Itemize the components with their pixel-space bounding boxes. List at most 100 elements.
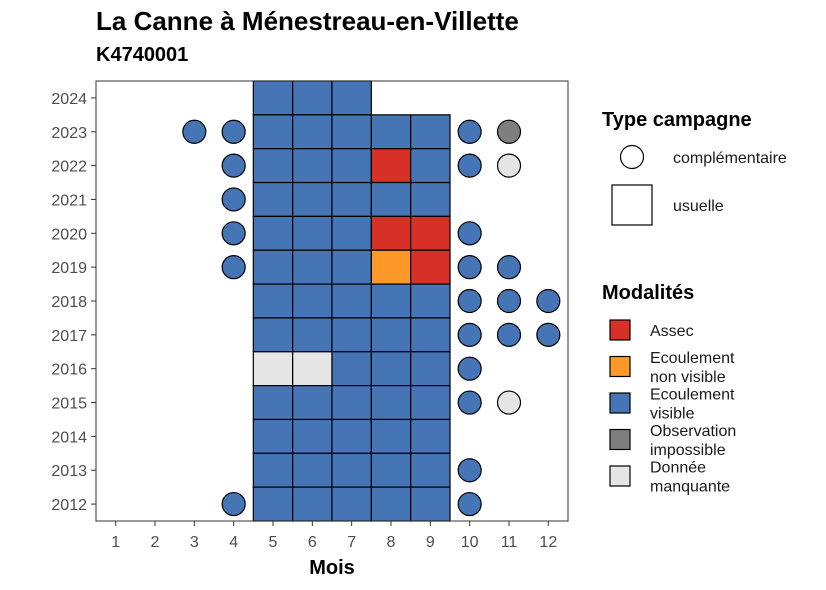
dot-2012-4 — [221, 491, 246, 517]
dot-2013-10 — [457, 458, 482, 483]
dot-2023-11 — [496, 119, 522, 144]
cell-2017-7 — [331, 317, 372, 353]
cell-2022-8 — [370, 148, 412, 184]
cell-2019-5 — [252, 249, 294, 285]
cell-2023-6 — [292, 114, 333, 150]
cell-2021-5 — [252, 181, 294, 217]
legend-swatch-observation-impossible — [609, 428, 631, 451]
cell-2020-8 — [370, 215, 412, 251]
x-tick-label-9: 9 — [426, 534, 435, 551]
x-tick-label-3: 3 — [190, 534, 199, 551]
legend-modalites: Modalités Assec Ecoulement non visibleEcoul… — [602, 282, 736, 496]
cell-2018-7 — [331, 283, 372, 319]
cell-2015-8 — [370, 385, 412, 421]
cell-2024-6 — [292, 80, 333, 116]
cell-2014-5 — [252, 418, 294, 454]
y-tick-label-2015: 2015 — [51, 396, 87, 413]
usuelle-cells — [252, 80, 451, 522]
chart-subtitle: K4740001 — [96, 44, 189, 66]
dot-2016-10 — [457, 356, 482, 381]
legend-type-campagne: Type campagne complémentaire usuelle — [602, 109, 787, 226]
cell-2021-7 — [331, 181, 372, 217]
y-axis: 2012 2013 2014 2015 2016 2017 2018 2019 2020 2021… — [51, 91, 96, 514]
cell-2014-6 — [292, 418, 333, 454]
legend-label-ecoulement-non-visible: Ecoulement non visible — [650, 350, 735, 386]
cell-2018-9 — [410, 283, 451, 319]
cell-2021-8 — [370, 181, 412, 217]
cell-2023-7 — [331, 114, 372, 150]
cell-2016-5 — [252, 351, 294, 387]
x-tick-label-11: 11 — [501, 534, 518, 551]
dot-2019-11 — [496, 255, 522, 280]
legend-label-usuelle: usuelle — [673, 198, 724, 215]
x-tick-label-5: 5 — [269, 534, 278, 551]
cell-2018-5 — [252, 283, 294, 319]
cell-2023-9 — [410, 114, 451, 150]
y-tick-label-2014: 2014 — [51, 429, 87, 446]
dot-2023-3 — [182, 119, 207, 144]
chart-title: La Canne à Ménestreau-en-Villette — [96, 6, 519, 36]
cell-2022-6 — [292, 148, 333, 184]
legend-swatch-assec — [609, 319, 631, 341]
x-tick-label-4: 4 — [229, 534, 238, 551]
legend-label-donn-e-manquante: Donnée manquante — [650, 460, 730, 496]
cell-2022-5 — [252, 148, 294, 184]
y-tick-label-2013: 2013 — [51, 463, 87, 480]
dot-2020-10 — [457, 221, 482, 246]
cell-2013-6 — [292, 452, 333, 488]
y-tick-label-2020: 2020 — [51, 226, 87, 243]
x-tick-label-10: 10 — [461, 534, 479, 551]
cell-2020-6 — [292, 215, 333, 251]
x-tick-label-2: 2 — [151, 534, 160, 551]
cell-2019-7 — [331, 249, 372, 285]
dot-2022-11 — [496, 153, 522, 178]
dot-2020-4 — [221, 221, 246, 246]
y-tick-label-2022: 2022 — [51, 159, 87, 176]
cell-2012-6 — [292, 486, 333, 522]
cell-2021-9 — [410, 181, 451, 217]
x-axis: 1 2 3 4 5 6 7 8 9 10 11 12 — [111, 521, 557, 551]
cell-2016-7 — [331, 351, 372, 387]
x-tick-label-7: 7 — [347, 534, 356, 551]
cell-2016-9 — [410, 351, 451, 387]
dot-2023-10 — [457, 119, 482, 144]
x-axis-title: Mois — [309, 557, 355, 579]
cell-2019-8 — [370, 249, 412, 285]
y-tick-label-2021: 2021 — [51, 192, 87, 209]
cell-2017-9 — [410, 317, 451, 353]
legend-label-complementaire: complémentaire — [673, 150, 787, 167]
dot-2015-11 — [496, 390, 522, 415]
legend-key-usuelle — [611, 184, 653, 226]
dot-2015-10 — [457, 390, 482, 415]
x-tick-label-6: 6 — [308, 534, 317, 551]
dot-2017-12 — [536, 322, 561, 347]
cell-2023-8 — [370, 114, 412, 150]
y-tick-label-2023: 2023 — [51, 125, 87, 142]
cell-2013-9 — [410, 452, 451, 488]
cell-2024-7 — [331, 80, 372, 116]
cell-2015-6 — [292, 385, 333, 421]
y-tick-label-2019: 2019 — [51, 260, 87, 277]
cell-2014-9 — [410, 418, 451, 454]
cell-2019-9 — [410, 249, 451, 285]
cell-2012-8 — [370, 486, 412, 522]
y-tick-label-2017: 2017 — [51, 328, 87, 345]
cell-2012-9 — [410, 486, 451, 522]
cell-2017-6 — [292, 317, 333, 353]
dot-2018-12 — [536, 288, 561, 314]
cell-2022-9 — [410, 148, 451, 184]
y-tick-label-2016: 2016 — [51, 362, 87, 379]
cell-2017-8 — [370, 317, 412, 353]
cell-2023-5 — [252, 114, 294, 150]
x-tick-label-8: 8 — [387, 534, 396, 551]
cell-2014-8 — [370, 418, 412, 454]
cell-2014-7 — [331, 418, 372, 454]
cell-2016-8 — [370, 351, 412, 387]
cell-2015-9 — [410, 385, 451, 421]
cell-2019-6 — [292, 249, 333, 285]
legend-key-complementaire — [619, 144, 645, 170]
cell-2015-5 — [252, 385, 294, 421]
x-tick-label-1: 1 — [111, 534, 120, 551]
legend-swatch-donn-e-manquante — [609, 465, 631, 487]
